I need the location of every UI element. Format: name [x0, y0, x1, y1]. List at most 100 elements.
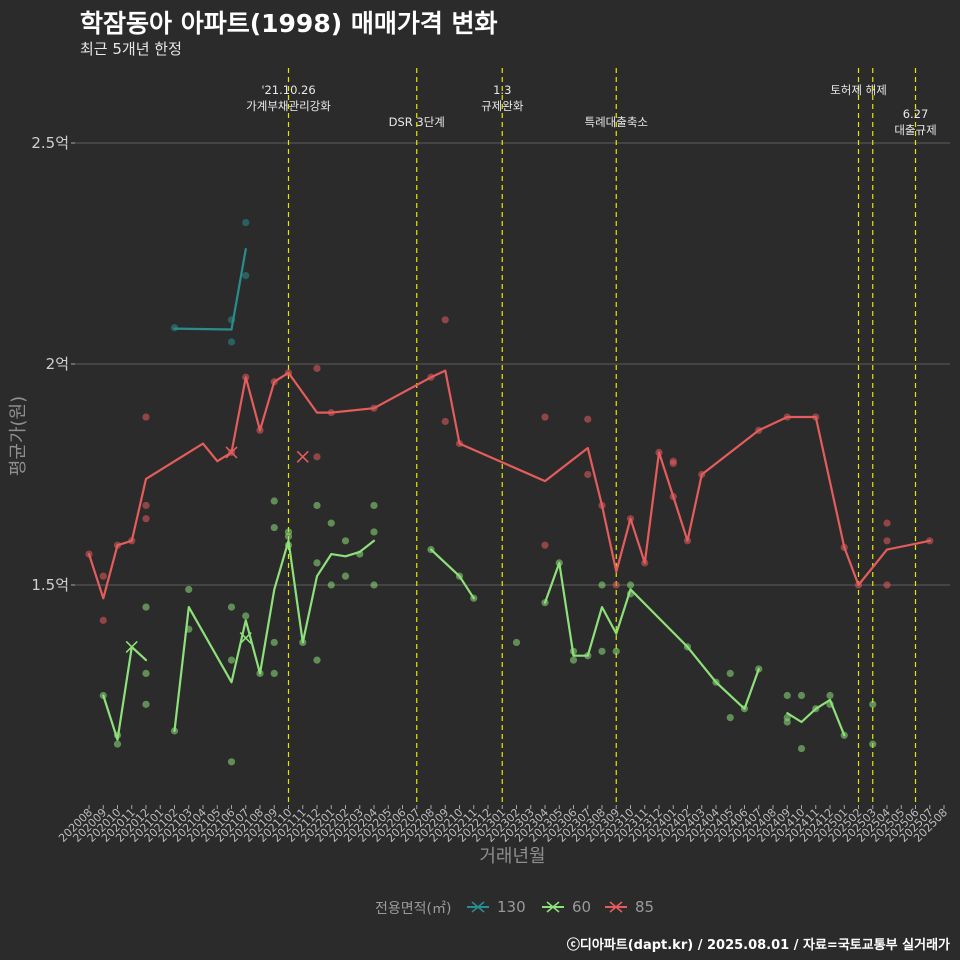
- data-point-60: [341, 537, 350, 545]
- data-point-85: [541, 413, 549, 421]
- legend-label-130: 130: [497, 898, 526, 916]
- cross-marker-60: [125, 640, 138, 653]
- data-point-60: [284, 532, 293, 540]
- data-point-85: [883, 537, 891, 545]
- data-point-60: [783, 691, 791, 700]
- data-point-60: [370, 528, 378, 536]
- series-60: [99, 497, 877, 766]
- data-point-60: [142, 669, 150, 678]
- data-point-85: [99, 616, 107, 624]
- data-point-85: [313, 453, 321, 461]
- data-point-60: [726, 714, 734, 722]
- data-point-60: [826, 691, 834, 700]
- data-point-60: [227, 603, 236, 611]
- data-point-60: [313, 559, 321, 567]
- data-point-130: [227, 338, 236, 346]
- series-line-60: [543, 561, 760, 710]
- event-label: 규제완화: [481, 99, 524, 113]
- event-label: 가계부채관리강화: [246, 99, 331, 113]
- event-label: DSR 3단계: [389, 115, 445, 129]
- data-point-60: [512, 638, 521, 647]
- data-point-130: [242, 272, 250, 280]
- data-point-60: [270, 669, 278, 678]
- data-point-60: [370, 501, 378, 510]
- data-point-60: [569, 656, 578, 664]
- series-line-60: [102, 645, 148, 741]
- legend: 전용면적(㎡) 130 60 85: [0, 896, 960, 918]
- data-point-85: [142, 515, 150, 523]
- data-point-60: [869, 740, 877, 748]
- event-label: 대출규제: [894, 123, 936, 137]
- data-point-60: [185, 585, 193, 594]
- series-line-60: [429, 548, 475, 600]
- cross-marker-85: [296, 450, 309, 463]
- series-130: [170, 218, 250, 346]
- data-point-60: [270, 523, 278, 532]
- data-point-60: [612, 647, 620, 655]
- data-point-60: [869, 700, 877, 708]
- x-axis-title: 거래년월: [479, 846, 545, 867]
- source-caption: ⓒ디아파트(dapt.kr) / 2025.08.01 / 자료=국토교통부 실…: [566, 938, 950, 953]
- series-line-60: [173, 539, 376, 733]
- legend-label-60: 60: [572, 898, 592, 916]
- chart-subtitle: 최근 5개년 한정: [80, 40, 182, 58]
- data-point-85: [441, 316, 449, 324]
- legend-title: 전용면적(㎡): [375, 901, 452, 917]
- event-label: 토허제 해제: [830, 83, 887, 97]
- data-point-60: [313, 656, 321, 664]
- data-point-60: [327, 519, 335, 527]
- data-point-85: [541, 541, 549, 549]
- data-point-60: [327, 581, 335, 589]
- legend-key-85: [605, 901, 627, 913]
- data-point-60: [797, 691, 806, 700]
- event-label: 특례대출축소: [585, 115, 648, 129]
- legend-label-85: 85: [635, 898, 655, 916]
- event-label: '21.10.26: [261, 83, 315, 97]
- legend-item-130: 130: [465, 896, 526, 918]
- cross-marker-85: [225, 446, 238, 459]
- legend-item-60: 60: [540, 896, 591, 918]
- legend-key-60: [542, 901, 564, 913]
- data-point-60: [227, 656, 236, 664]
- cross-stroke: [239, 631, 252, 645]
- cross-stroke: [125, 640, 138, 653]
- data-point-85: [142, 501, 150, 510]
- legend-key-130: [467, 901, 489, 913]
- data-point-85: [99, 572, 107, 580]
- data-point-85: [883, 519, 891, 527]
- data-point-85: [142, 413, 150, 421]
- series-line-60: [786, 698, 846, 737]
- data-point-130: [242, 218, 250, 227]
- series-line-85: [87, 369, 931, 600]
- cross-stroke: [296, 450, 309, 463]
- data-point-85: [441, 417, 449, 426]
- data-point-60: [370, 581, 378, 589]
- data-point-60: [726, 669, 734, 678]
- legend-item-85: 85: [603, 896, 654, 918]
- cross-marker-60: [239, 631, 252, 645]
- y-tick-label: 1.5억: [31, 576, 69, 594]
- data-point-60: [598, 581, 606, 589]
- data-point-60: [598, 647, 606, 655]
- data-point-85: [313, 364, 321, 373]
- data-point-60: [341, 572, 350, 580]
- data-point-60: [270, 638, 278, 647]
- series-85: [85, 316, 934, 624]
- data-point-60: [626, 581, 635, 589]
- y-tick-label: 2억: [46, 355, 69, 373]
- data-point-60: [313, 501, 321, 510]
- data-point-85: [883, 581, 891, 589]
- data-point-85: [669, 459, 677, 468]
- y-axis-title: 평균가(원): [8, 396, 29, 476]
- data-point-60: [113, 740, 122, 748]
- data-point-60: [227, 758, 236, 766]
- event-label: 1.3: [493, 83, 511, 97]
- data-point-60: [142, 700, 150, 708]
- data-point-85: [612, 581, 620, 589]
- y-tick-label: 2.5억: [31, 134, 69, 152]
- data-point-60: [242, 612, 250, 620]
- cross-stroke: [225, 446, 238, 459]
- data-point-85: [584, 415, 592, 423]
- series-line-130: [173, 248, 247, 331]
